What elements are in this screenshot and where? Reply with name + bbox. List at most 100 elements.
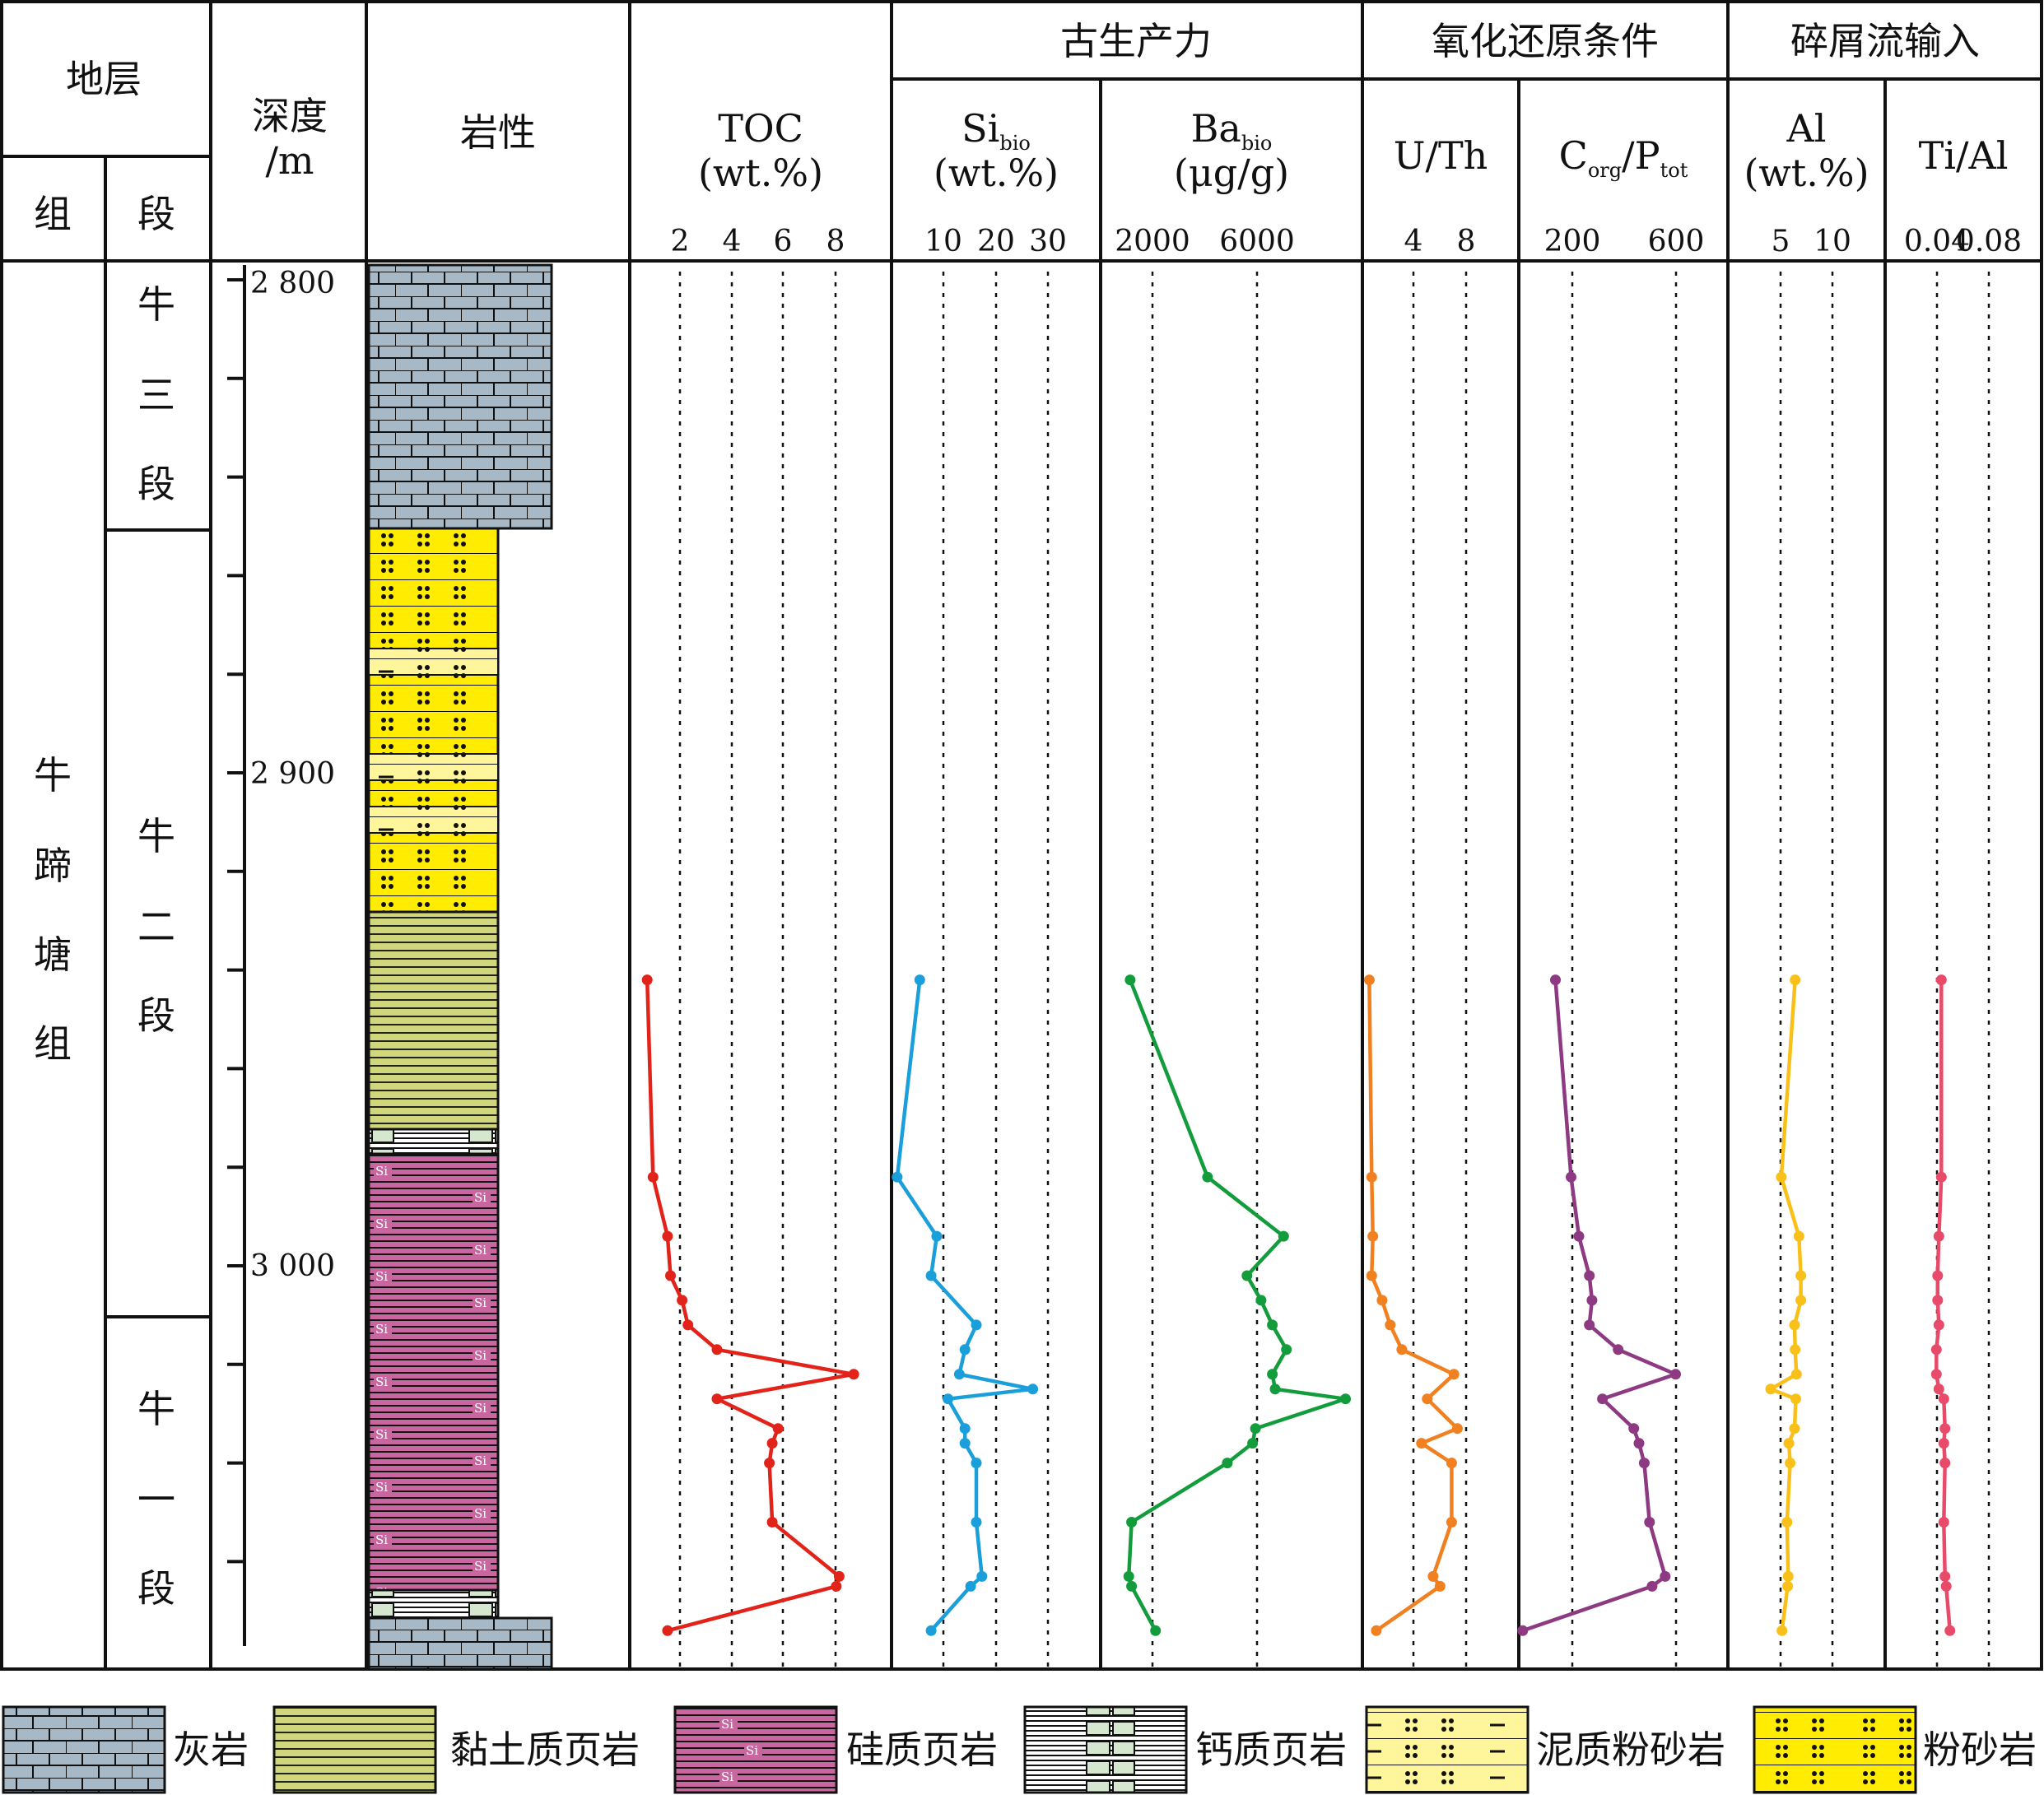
legend-label-clay-shale: 黏土质页岩 [450, 1728, 640, 1772]
x-tick-label: 8 [1457, 225, 1476, 258]
data-point-al [1776, 1625, 1788, 1636]
x-tick-label: 5 [1772, 225, 1790, 258]
data-point-corg_ptot [1628, 1423, 1640, 1435]
data-point-ti_al [1935, 974, 1947, 986]
data-point-corg_ptot [1660, 1570, 1671, 1582]
data-point-ba_bio [1278, 1230, 1289, 1242]
panel-unit-toc: (wt.%) [698, 151, 823, 195]
lithology-silt-block [367, 527, 500, 914]
data-point-ba_bio [1267, 1369, 1278, 1380]
x-tick-label: 0.08 [1956, 225, 2022, 258]
data-point-al [1789, 1319, 1800, 1331]
panel-title-si_bio: Sibio [961, 106, 1031, 155]
data-point-al [1790, 1344, 1801, 1356]
data-point-ba_bio [1124, 974, 1136, 986]
legend-swatch-clay-shale [272, 1705, 437, 1794]
legend-label-siliceous-shale: 硅质页岩 [846, 1728, 998, 1772]
formation-char: 塘 [34, 932, 72, 977]
data-point-al [1790, 1393, 1801, 1405]
data-point-si_bio [971, 1319, 982, 1331]
data-point-si_bio [1027, 1383, 1039, 1395]
member-char: 段 [137, 462, 175, 506]
data-point-al [1776, 1171, 1787, 1183]
data-point-corg_ptot [1584, 1319, 1595, 1331]
productivity-group-header: 古生产力 [1060, 19, 1212, 63]
formation-header: 组 [34, 192, 72, 236]
data-point-ti_al [1938, 1517, 1949, 1528]
lithology-limestone-top [367, 263, 553, 530]
member-niu3: 牛 三 段 [137, 282, 175, 506]
legend-label-calcareous-shale: 钙质页岩 [1195, 1728, 1347, 1772]
panel-al: Al(wt.%) 5 10 [1744, 106, 1869, 1667]
legend-swatch-siltstone [1753, 1705, 1917, 1794]
data-point-al [1781, 1517, 1793, 1528]
x-tick-label: 200 [1544, 225, 1601, 258]
data-point-toc [711, 1393, 723, 1405]
lithology-clay-shale [367, 910, 500, 1131]
data-point-u_th [1363, 974, 1375, 986]
data-point-corg_ptot [1566, 1171, 1576, 1183]
lithology-muddy-silt-1 [368, 648, 499, 676]
data-point-ti_al [1933, 1319, 1944, 1331]
lithology-siliceous-shale [367, 1152, 500, 1592]
member-char: 一 [137, 1477, 175, 1522]
data-point-u_th [1427, 1570, 1439, 1582]
data-point-ba_bio [1247, 1438, 1259, 1449]
x-tick-label: 20 [977, 225, 1015, 258]
depth-header-line2: /m [265, 138, 314, 183]
x-tick-label: 10 [1814, 225, 1851, 258]
data-point-u_th [1371, 1625, 1382, 1636]
data-point-si_bio [959, 1423, 971, 1435]
data-point-ba_bio [1123, 1570, 1134, 1582]
member-niu2: 牛 二 段 [137, 814, 175, 1038]
legend-label-siltstone: 粉砂岩 [1923, 1728, 2037, 1772]
data-point-toc [665, 1270, 676, 1281]
member-char: 牛 [137, 282, 175, 327]
data-point-corg_ptot [1613, 1344, 1624, 1356]
data-point-corg_ptot [1670, 1369, 1681, 1380]
panel-title-toc: TOC [718, 106, 803, 151]
data-point-corg_ptot [1584, 1270, 1595, 1281]
data-point-toc [711, 1344, 723, 1356]
panel-title-al: Al [1786, 106, 1827, 151]
data-point-u_th [1366, 1171, 1377, 1183]
data-point-si_bio [953, 1369, 965, 1380]
panel-corg_ptot: Corg/Ptot 200 600 [1517, 133, 1704, 1667]
x-tick-label: 10 [924, 225, 962, 258]
member-char: 牛 [137, 1387, 175, 1431]
data-point-ti_al [1938, 1438, 1949, 1449]
data-point-corg_ptot [1646, 1580, 1658, 1592]
data-point-u_th [1446, 1458, 1457, 1469]
strata-header: 地层 [66, 57, 142, 101]
data-point-u_th [1396, 1344, 1408, 1356]
data-point-si_bio [925, 1270, 937, 1281]
panel-unit-si_bio: (wt.%) [934, 151, 1059, 195]
data-point-u_th [1422, 1393, 1433, 1405]
data-point-al [1789, 1423, 1800, 1435]
data-point-toc [647, 1171, 659, 1183]
panel-title-ti_al: Ti/Al [1919, 133, 2009, 178]
data-point-ti_al [1939, 1570, 1951, 1582]
data-point-ba_bio [1281, 1344, 1292, 1356]
data-point-ti_al [1930, 1344, 1942, 1356]
data-point-ba_bio [1241, 1270, 1253, 1281]
detrital-group-header: 碎屑流输入 [1790, 19, 1980, 63]
data-point-u_th [1416, 1438, 1427, 1449]
panel-title-ba_bio: Babio [1191, 106, 1273, 155]
panel-si_bio: Sibio(wt.%) 10 20 30 [892, 106, 1067, 1667]
data-point-ba_bio [1267, 1319, 1278, 1331]
data-point-u_th [1446, 1517, 1457, 1528]
data-point-al [1782, 1580, 1794, 1592]
data-point-toc [682, 1319, 694, 1331]
data-point-ba_bio [1150, 1625, 1162, 1636]
x-tick-label: 4 [723, 225, 742, 258]
data-point-toc [641, 974, 653, 986]
series-line-al [1768, 979, 1803, 1631]
data-point-si_bio [892, 1171, 903, 1183]
data-point-ti_al [1939, 1458, 1951, 1469]
data-point-u_th [1366, 1270, 1377, 1281]
legend-swatch-muddy-siltstone [1365, 1705, 1530, 1794]
data-point-toc [764, 1458, 775, 1469]
